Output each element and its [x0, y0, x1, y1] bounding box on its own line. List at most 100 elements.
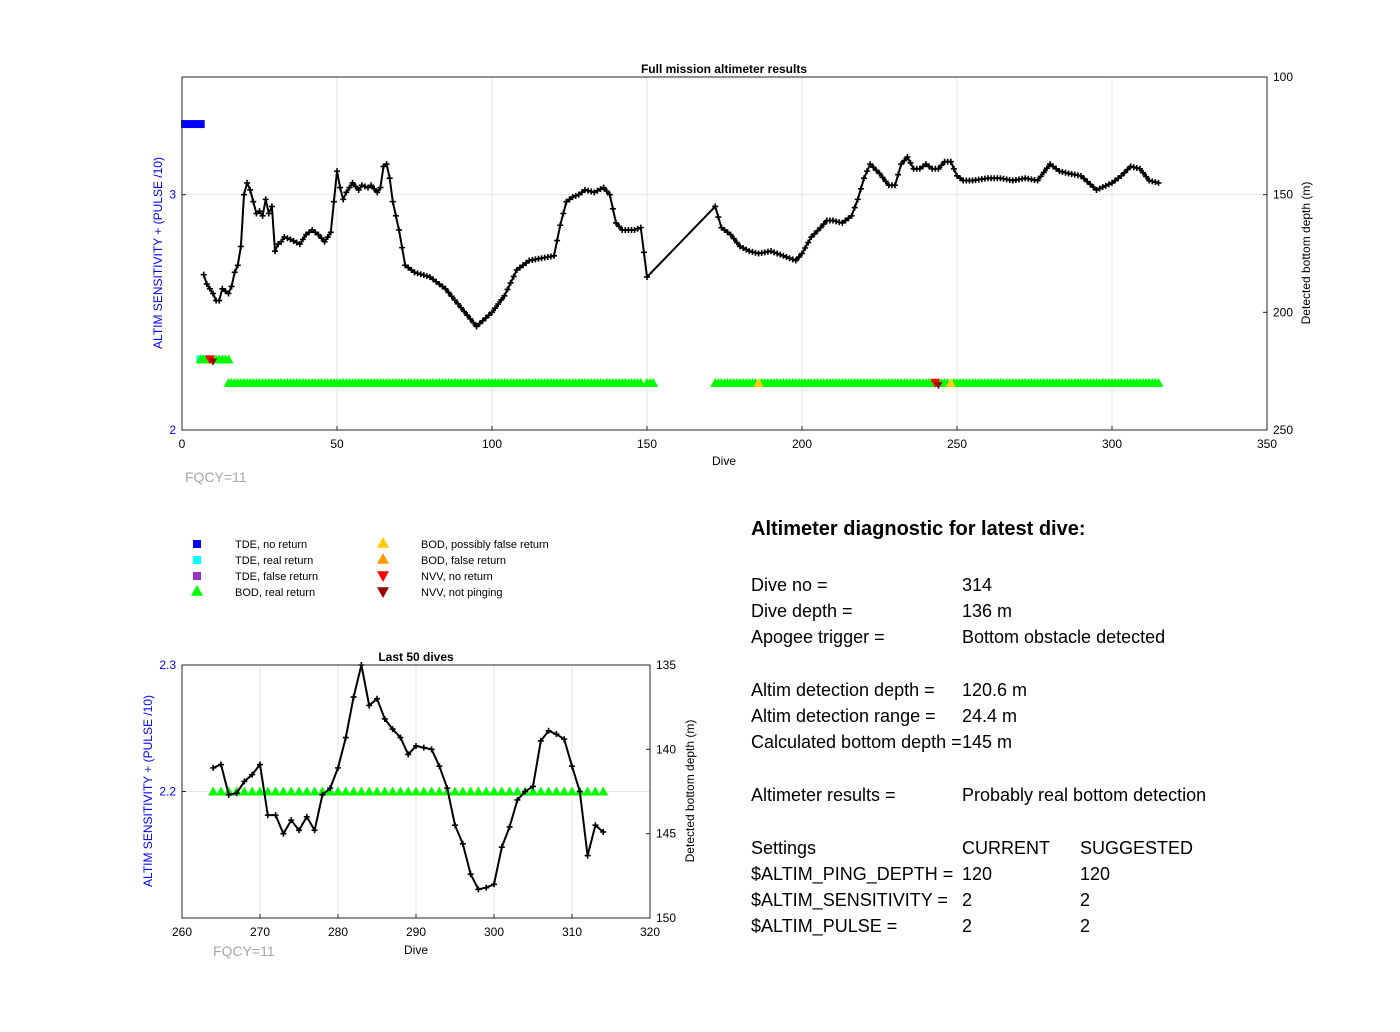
bottom-depth-point: [290, 237, 297, 244]
bottom-depth-point: [350, 694, 357, 701]
bottom-depth-point: [383, 161, 390, 168]
bottom-depth-point: [1124, 166, 1131, 173]
bottom-depth-point: [569, 763, 575, 770]
bottom-depth-point: [433, 278, 440, 285]
bottom-depth-point: [374, 189, 381, 196]
bottom-depth-point: [352, 183, 359, 190]
main-y-left-tick-label: 3: [169, 188, 176, 202]
bottom-depth-point: [1084, 178, 1091, 185]
bottom-depth-point: [600, 828, 607, 835]
bottom-depth-point: [268, 203, 275, 210]
bod-real-return-marker: [504, 786, 515, 796]
bottom-depth-point: [724, 229, 731, 236]
bod-real-return-marker: [450, 786, 460, 796]
bottom-depth-point: [774, 250, 781, 257]
bottom-depth-point: [349, 179, 356, 186]
bottom-depth-point: [444, 785, 451, 792]
bottom-depth-point: [342, 734, 349, 741]
legend-marker: [377, 587, 389, 598]
setting-current: 2: [962, 890, 973, 910]
bottom-depth-point: [1115, 175, 1122, 182]
bottom-depth-point: [439, 283, 446, 290]
bottom-depth-point: [452, 822, 458, 829]
bottom-depth-point: [870, 164, 877, 171]
legend-marker: [377, 537, 389, 548]
bod-real-return-marker: [434, 786, 445, 796]
main-x-tick-label: 100: [482, 437, 502, 451]
last50-chart-title: Last 50 dives: [378, 650, 454, 664]
bottom-depth-point: [561, 736, 568, 743]
bottom-depth-point: [458, 304, 464, 311]
settings-header-current: CURRENT: [962, 838, 1050, 858]
bottom-depth-point: [265, 210, 272, 217]
bottom-depth-point: [1118, 172, 1125, 179]
bod-real-return-marker: [372, 786, 382, 796]
bottom-depth-point: [330, 198, 337, 205]
bottom-depth-point: [780, 252, 787, 259]
legend-marker: [191, 585, 203, 596]
bottom-depth-point: [554, 237, 561, 244]
bottom-depth-point: [578, 189, 585, 196]
bottom-depth-point: [768, 248, 774, 255]
bottom-depth-point: [247, 186, 254, 193]
bottom-depth-point: [470, 319, 477, 326]
legend-label: TDE, false return: [235, 571, 318, 583]
bottom-depth-point: [501, 292, 508, 299]
bod-real-return-marker: [340, 786, 351, 796]
last50-depth-series: [210, 662, 607, 893]
bottom-depth-point: [839, 219, 846, 226]
legend-label: BOD, real return: [235, 587, 315, 599]
last50-y-right-tick-label: 150: [656, 911, 676, 925]
bottom-depth-point: [365, 184, 371, 191]
bottom-depth-point: [233, 790, 240, 797]
main-y-right-tick-label: 250: [1273, 423, 1293, 437]
bottom-depth-point: [592, 822, 599, 829]
bottom-depth-point: [327, 785, 334, 792]
bod-real-return-marker: [387, 786, 398, 796]
bottom-depth-point: [1140, 169, 1146, 176]
diag-label: Altim detection range =: [751, 706, 936, 726]
bottom-depth-point: [792, 257, 799, 264]
bottom-depth-point: [876, 170, 883, 177]
bottom-depth-point: [591, 189, 598, 196]
bottom-depth-point: [916, 165, 923, 172]
bottom-depth-point: [361, 183, 368, 190]
bod-possibly-false-marker: [753, 377, 764, 387]
bod-real-return-marker: [418, 786, 429, 796]
bottom-depth-point: [241, 191, 247, 198]
bottom-depth-point: [510, 273, 517, 280]
bottom-depth-point: [309, 226, 316, 233]
bod-real-return-marker: [348, 786, 359, 796]
bottom-depth-point: [808, 234, 815, 241]
last50-x-tick-label: 320: [640, 925, 660, 939]
bottom-depth-point: [299, 236, 306, 243]
bottom-depth-point: [848, 212, 855, 219]
bottom-depth-point: [397, 734, 404, 741]
bottom-depth-point: [898, 161, 905, 168]
bottom-depth-point: [957, 175, 964, 182]
bottom-depth-point: [405, 264, 412, 271]
bottom-depth-point: [743, 246, 750, 253]
bottom-depth-point: [219, 285, 226, 292]
main-depth-series: [200, 154, 1162, 330]
bottom-depth-point: [895, 171, 902, 178]
main-x-tick-label: 0: [179, 437, 186, 451]
bottom-depth-point: [935, 165, 942, 172]
bottom-depth-point: [504, 286, 511, 293]
bottom-depth-point: [303, 231, 309, 238]
bottom-depth-point: [1093, 186, 1100, 193]
bottom-depth-point: [634, 225, 641, 232]
bottom-depth-point: [210, 764, 217, 771]
bottom-depth-point: [380, 163, 387, 170]
legend-marker: [193, 572, 201, 580]
bottom-depth-point: [281, 234, 288, 241]
bottom-depth-point: [1034, 177, 1041, 184]
bottom-depth-point: [733, 239, 740, 246]
bottom-depth-point: [327, 229, 334, 236]
bottom-depth-point: [392, 212, 399, 219]
bottom-depth-point: [566, 196, 573, 203]
last50-x-axis-label: Dive: [404, 943, 428, 957]
bottom-depth-point: [287, 236, 294, 243]
bod-real-return-marker: [208, 786, 219, 796]
bottom-depth-point: [1081, 175, 1088, 182]
